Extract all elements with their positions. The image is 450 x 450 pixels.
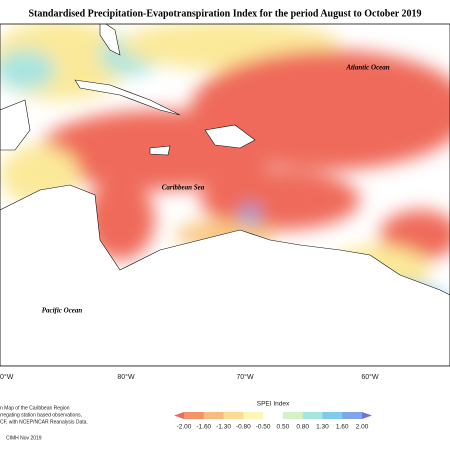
note: CIMH Nov 2019 [6, 435, 42, 441]
note: CF, with NCEP/NCAR Reanalysis Data. [0, 419, 88, 425]
longitude-label: 60°W [361, 373, 379, 381]
colorbar-tick-label: 0.80 [296, 424, 309, 431]
colorbar-tick-label: -0.50 [256, 424, 271, 431]
colorbar: -2.00 -1.60 -1.30 -0.80 -0.50 0.50 0.80 1.30 1.6… [174, 412, 372, 431]
note: n Map of the Caribbean Region [0, 405, 70, 411]
sea-label: Caribbean Sea [162, 184, 205, 192]
colorbar-tick-label: 1.60 [336, 424, 349, 431]
colorbar-bin [203, 412, 224, 419]
colorbar-end [174, 412, 184, 419]
colorbar-tick-label: -0.80 [236, 424, 251, 431]
spei-field [0, 24, 450, 366]
colorbar-bin [223, 412, 244, 419]
colorbar-tick-label: 1.30 [316, 424, 329, 431]
ocean-label: Pacific Ocean [42, 307, 83, 315]
note: rregating station based observations, [0, 412, 82, 418]
colorbar-tick-label: -1.30 [216, 424, 231, 431]
longitude-label: 80°W [117, 373, 135, 381]
title: Standardised Precipitation-Evapotranspir… [28, 8, 421, 19]
colorbar-bin [302, 412, 323, 419]
colorbar-bin [243, 412, 264, 419]
colorbar-end [362, 412, 372, 419]
colorbar-tick-label: -2.00 [177, 424, 192, 431]
colorbar-bin [342, 412, 363, 419]
legend-title: SPEI Index [257, 401, 290, 408]
colorbar-tick-label: 2.00 [356, 424, 369, 431]
longitude-label: 0°W [0, 373, 14, 381]
longitude-label: 70°W [236, 373, 254, 381]
colorbar-tick-label: -1.60 [196, 424, 211, 431]
ocean-label: Atlantic Ocean [345, 64, 389, 72]
colorbar-bin [263, 412, 284, 419]
colorbar-tick-label: 0.50 [277, 424, 290, 431]
colorbar-bin [322, 412, 343, 419]
colorbar-bin [282, 412, 303, 419]
colorbar-bin [184, 412, 205, 419]
